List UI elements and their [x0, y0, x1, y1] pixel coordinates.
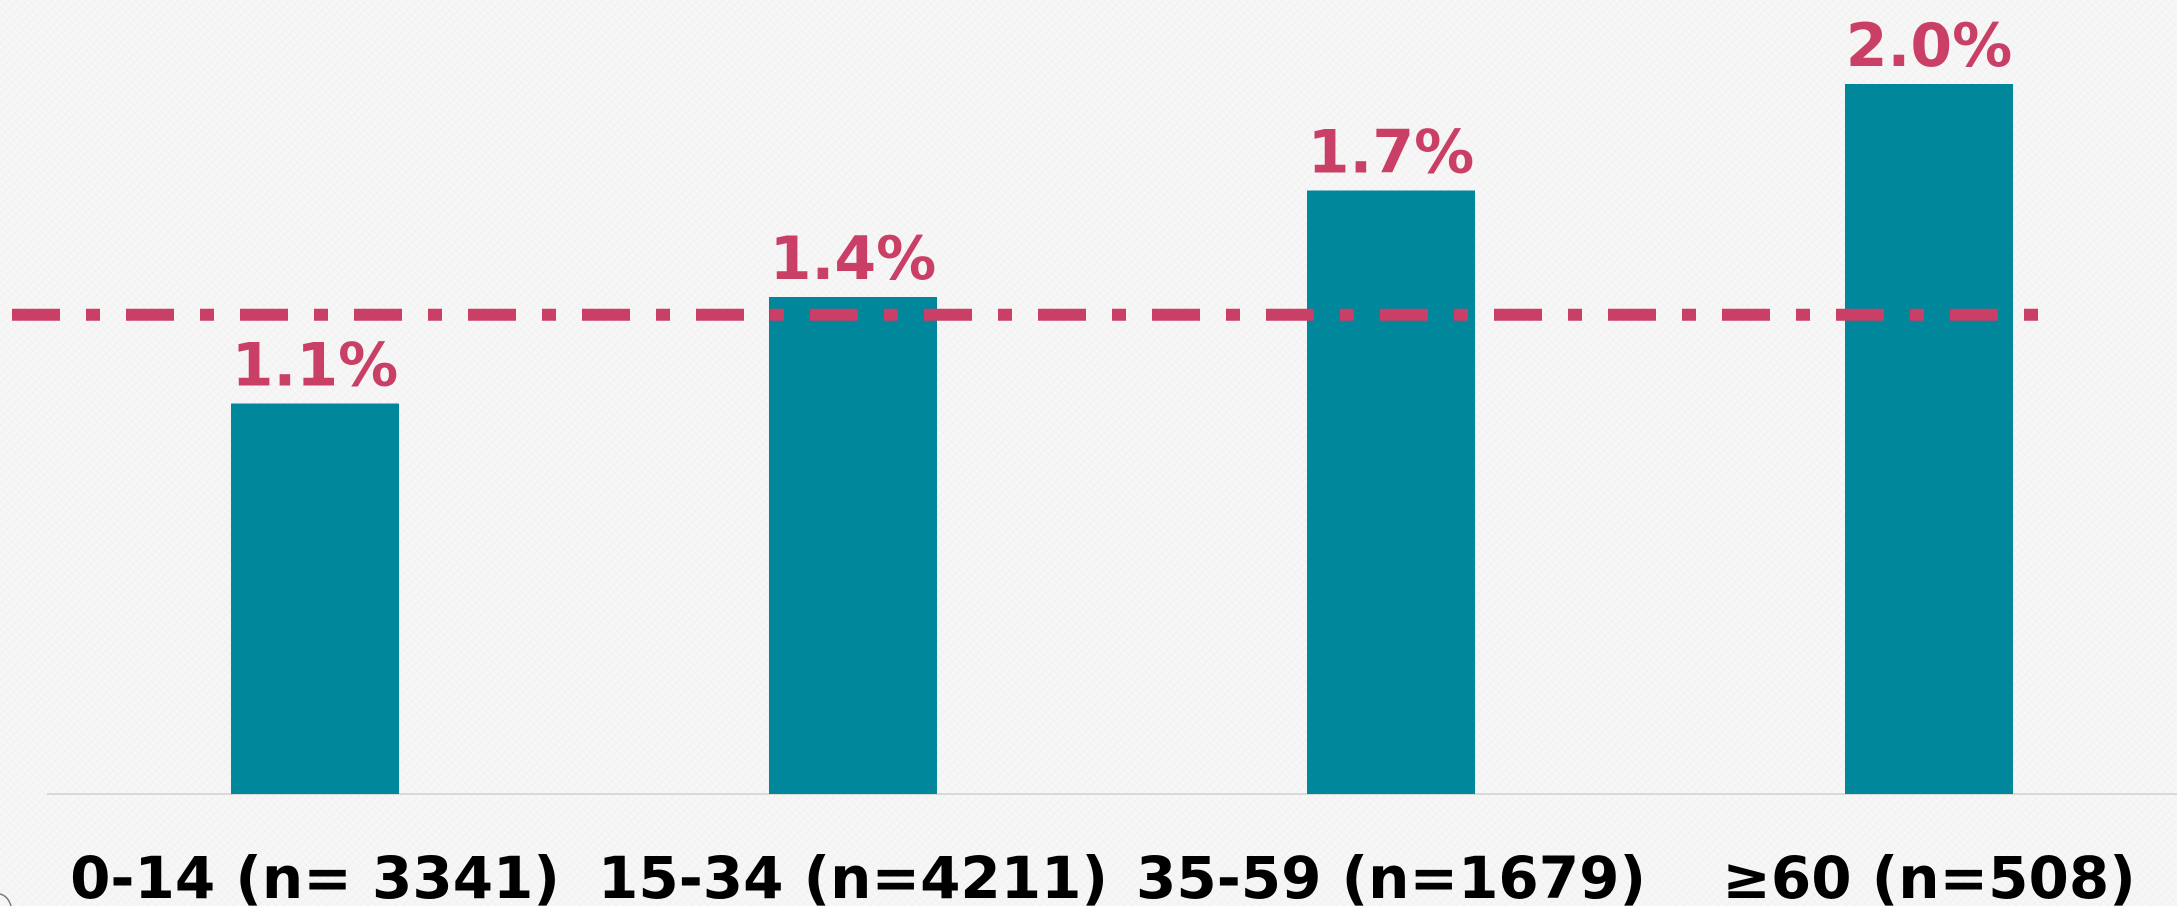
bar-3: [1845, 84, 2013, 794]
bar-value-label: 1.1%: [232, 331, 398, 401]
category-label: 0-14 (n= 3341): [70, 844, 560, 906]
bar-2: [1307, 190, 1475, 794]
bar-value-label: 1.4%: [770, 224, 936, 294]
bars-layer: [231, 84, 2013, 794]
category-labels-layer: 0-14 (n= 3341) 15-34 (n=4211) 35-59 (n=167…: [70, 844, 2136, 906]
data-labels-layer: 1.1% 1.4% 1.7% 2.0%: [232, 11, 2012, 401]
bar-value-label: 1.7%: [1308, 118, 1474, 188]
category-label: ≥60 (n=508): [1722, 844, 2135, 906]
bar-0: [231, 403, 399, 794]
slide-corner-icon: [0, 893, 12, 906]
category-label: 35-59 (n=1679): [1136, 844, 1646, 906]
category-label: 15-34 (n=4211): [598, 844, 1108, 906]
bar-value-label: 2.0%: [1846, 11, 2012, 81]
bar-1: [769, 297, 937, 794]
